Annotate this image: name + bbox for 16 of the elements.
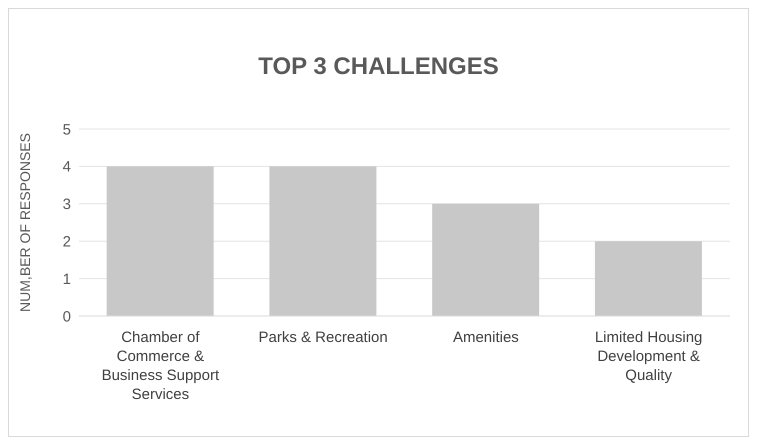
bar [594,241,702,316]
y-tick-label: 4 [62,158,71,176]
x-tick-label: Chamber of Commerce & Business Support Services [100,328,220,404]
y-axis-title: NUM,BER OF RESPONSES [16,133,33,312]
y-tick-label: 5 [62,121,71,138]
x-tick-label: Parks & Recreation [258,328,389,347]
y-tick-label: 0 [62,308,71,326]
bar [432,204,540,316]
chart-title: TOP 3 CHALLENGES [257,53,500,81]
bar [106,166,214,316]
x-tick-label: Limited Housing Development & Quality [594,328,704,385]
y-tick-label: 3 [62,196,71,214]
y-tick-label: 1 [62,270,71,288]
x-tick-label: Amenities [452,328,520,347]
bar [269,166,376,316]
y-tick-label: 2 [62,234,71,251]
